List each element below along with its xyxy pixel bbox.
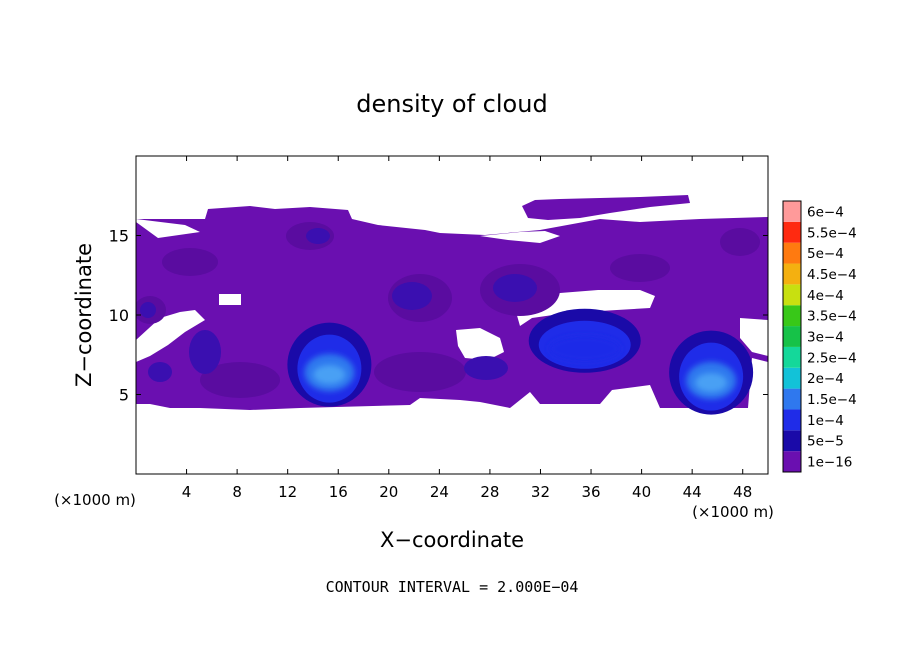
colorbar-swatch — [783, 388, 801, 410]
colorbar-label: 1e−16 — [807, 455, 852, 471]
upper-cloud-patch — [522, 195, 690, 220]
density-patches-dark — [140, 228, 537, 382]
x-tick-label: 32 — [531, 483, 550, 501]
x-axis: 4 8 12 16 20 24 28 32 36 40 44 48 — [182, 156, 752, 501]
cloud-core-inner — [548, 335, 621, 362]
colorbar-swatch — [783, 367, 801, 389]
y-axis-label: Z−coordinate — [72, 243, 96, 387]
colorbar-label: 5e−5 — [807, 434, 844, 450]
x-tick-label: 8 — [232, 483, 242, 501]
x-tick-label: 12 — [278, 483, 297, 501]
x-tick-label: 4 — [182, 483, 192, 501]
colorbar-swatch — [783, 430, 801, 452]
colorbar-swatch — [783, 221, 801, 243]
colorbar-label: 1.5e−4 — [807, 392, 857, 408]
x-tick-label: 40 — [632, 483, 651, 501]
x-tick-label: 24 — [430, 483, 449, 501]
colorbar-label: 3e−4 — [807, 330, 844, 346]
x-tick-label: 48 — [733, 483, 752, 501]
x-tick-label: 28 — [480, 483, 499, 501]
chart-title: density of cloud — [356, 90, 547, 118]
x-tick-label: 16 — [329, 483, 348, 501]
contour-interval-note: CONTOUR INTERVAL = 2.000E−04 — [326, 578, 579, 596]
plot-area — [136, 156, 768, 474]
gap — [480, 231, 560, 243]
colorbar-label: 1e−4 — [807, 413, 844, 429]
colorbar-frame — [782, 200, 802, 473]
gap — [740, 318, 768, 356]
colorbar-swatch — [783, 305, 801, 327]
gap — [456, 328, 504, 360]
colorbar: 1e−16 5e−5 1e−4 1.5e−4 2e−4 2.5e−4 3e−4 3.5e−4 4… — [782, 200, 857, 473]
colorbar-label: 2e−4 — [807, 371, 844, 387]
cloud-cores — [287, 308, 754, 415]
y-axis: 5 10 15 — [109, 227, 768, 405]
y-tick-label: 5 — [119, 386, 129, 405]
colorbar-swatch — [783, 326, 801, 347]
y-tick-label: 10 — [109, 306, 129, 325]
colorbar-label: 2.5e−4 — [807, 350, 857, 366]
cloud-core-peak — [695, 373, 728, 393]
x-axis-label: X−coordinate — [380, 528, 524, 552]
cloud-core-peak — [313, 365, 346, 385]
colorbar-label: 3.5e−4 — [807, 309, 857, 325]
colorbar-label: 4e−4 — [807, 288, 844, 304]
colorbar-label: 4.5e−4 — [807, 267, 857, 283]
colorbar-swatch — [783, 346, 801, 368]
colorbar-swatch — [783, 409, 801, 431]
colorbar-swatch — [783, 263, 801, 285]
x-tick-label: 44 — [683, 483, 702, 501]
colorbar-swatch — [783, 242, 801, 264]
gap — [136, 219, 200, 238]
gap — [136, 310, 205, 362]
colorbar-swatch — [783, 284, 801, 306]
gap — [219, 294, 241, 305]
x-tick-label: 20 — [379, 483, 398, 501]
y-tick-label: 15 — [109, 227, 129, 246]
colorbar-swatch — [783, 201, 801, 222]
colorbar-label: 5e−4 — [807, 246, 844, 262]
colorbar-label: 6e−4 — [807, 204, 844, 220]
x-unit-right: (×1000 m) — [692, 503, 774, 521]
x-unit-left: (×1000 m) — [54, 491, 136, 509]
colorbar-swatch — [783, 451, 801, 472]
x-tick-label: 36 — [581, 483, 600, 501]
colorbar-label: 5.5e−4 — [807, 225, 857, 241]
